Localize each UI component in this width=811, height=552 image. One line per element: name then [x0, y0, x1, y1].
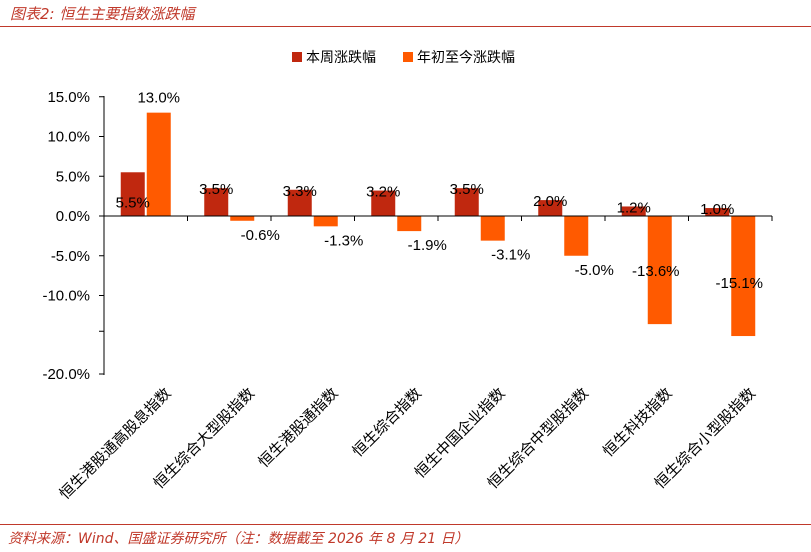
bar-weekly: [621, 206, 646, 216]
bar-ytd: [230, 216, 255, 221]
data-label-weekly: 2.0%: [533, 193, 567, 210]
legend: 本周涨跌幅 年初至今涨跌幅: [292, 49, 515, 66]
y-tick-label: 5.0%: [56, 168, 90, 185]
y-tick-label: -10.0%: [42, 288, 90, 305]
data-label-weekly: 1.2%: [617, 199, 651, 216]
data-label-ytd: -15.1%: [715, 275, 763, 292]
data-label-ytd: -5.0%: [575, 262, 614, 279]
bar-ytd: [313, 216, 338, 227]
legend-ytd: 年初至今涨跌幅: [417, 49, 515, 66]
category-label: 恒生中国企业指数: [411, 384, 509, 482]
data-labels: 5.5% 13.0% 3.5% -0.6% 3.3% -1.3% 3.2% -1.9% 3.5%…: [116, 90, 763, 292]
bar-ytd: [564, 216, 589, 256]
top-divider: [0, 26, 811, 27]
bar-weekly: [538, 200, 563, 216]
bars: [120, 112, 756, 337]
bar-ytd: [480, 216, 505, 241]
category-label: 恒生科技指数: [599, 384, 675, 460]
source-note: 资料来源：Wind、国盛证券研究所（注：数据截至 2026 年 8 月 21 日…: [8, 531, 469, 547]
bottom-divider: [0, 524, 811, 525]
y-tick-label: -20.0%: [42, 366, 90, 383]
data-label-weekly: 3.3%: [283, 183, 317, 200]
data-label-weekly: 3.5%: [450, 181, 484, 198]
bar-ytd: [397, 216, 422, 232]
y-tick-label: -5.0%: [51, 248, 90, 265]
y-tick-label: 15.0%: [47, 89, 90, 106]
chart-title: 图表2: 恒生主要指数涨跌幅: [10, 5, 195, 23]
y-tick-label: 10.0%: [47, 129, 90, 146]
data-label-ytd: -0.6%: [241, 227, 280, 244]
data-label-weekly: 3.5%: [199, 181, 233, 198]
data-label-ytd: 13.0%: [137, 90, 180, 107]
y-axis: 15.0% 10.0% 5.0% 0.0% -5.0% -10.0% -20.0%: [42, 89, 105, 383]
bar-weekly: [371, 190, 396, 216]
data-label-ytd: -1.3%: [324, 232, 363, 249]
data-label-weekly: 3.2%: [366, 184, 400, 201]
legend-weekly: 本周涨跌幅: [306, 50, 376, 66]
bar-weekly: [120, 172, 145, 216]
data-label-ytd: -3.1%: [491, 247, 530, 264]
data-label-ytd: -13.6%: [632, 263, 680, 280]
bar-weekly: [454, 188, 479, 216]
y-tick-label: 0.0%: [56, 208, 90, 225]
bar-ytd: [731, 216, 756, 337]
bar-weekly: [287, 189, 312, 216]
data-label-weekly: 5.5%: [116, 194, 150, 211]
data-label-ytd: -1.9%: [408, 237, 447, 254]
legend-swatch: [403, 52, 413, 62]
data-label-weekly: 1.0%: [700, 201, 734, 218]
category-label: 恒生港股通指数: [255, 384, 342, 471]
bar-weekly: [204, 188, 229, 216]
legend-swatch: [292, 52, 302, 62]
bar-ytd: [647, 216, 672, 325]
bar-weekly: [705, 208, 730, 216]
bar-ytd: [146, 112, 171, 216]
category-label: 恒生综合指数: [349, 384, 425, 460]
